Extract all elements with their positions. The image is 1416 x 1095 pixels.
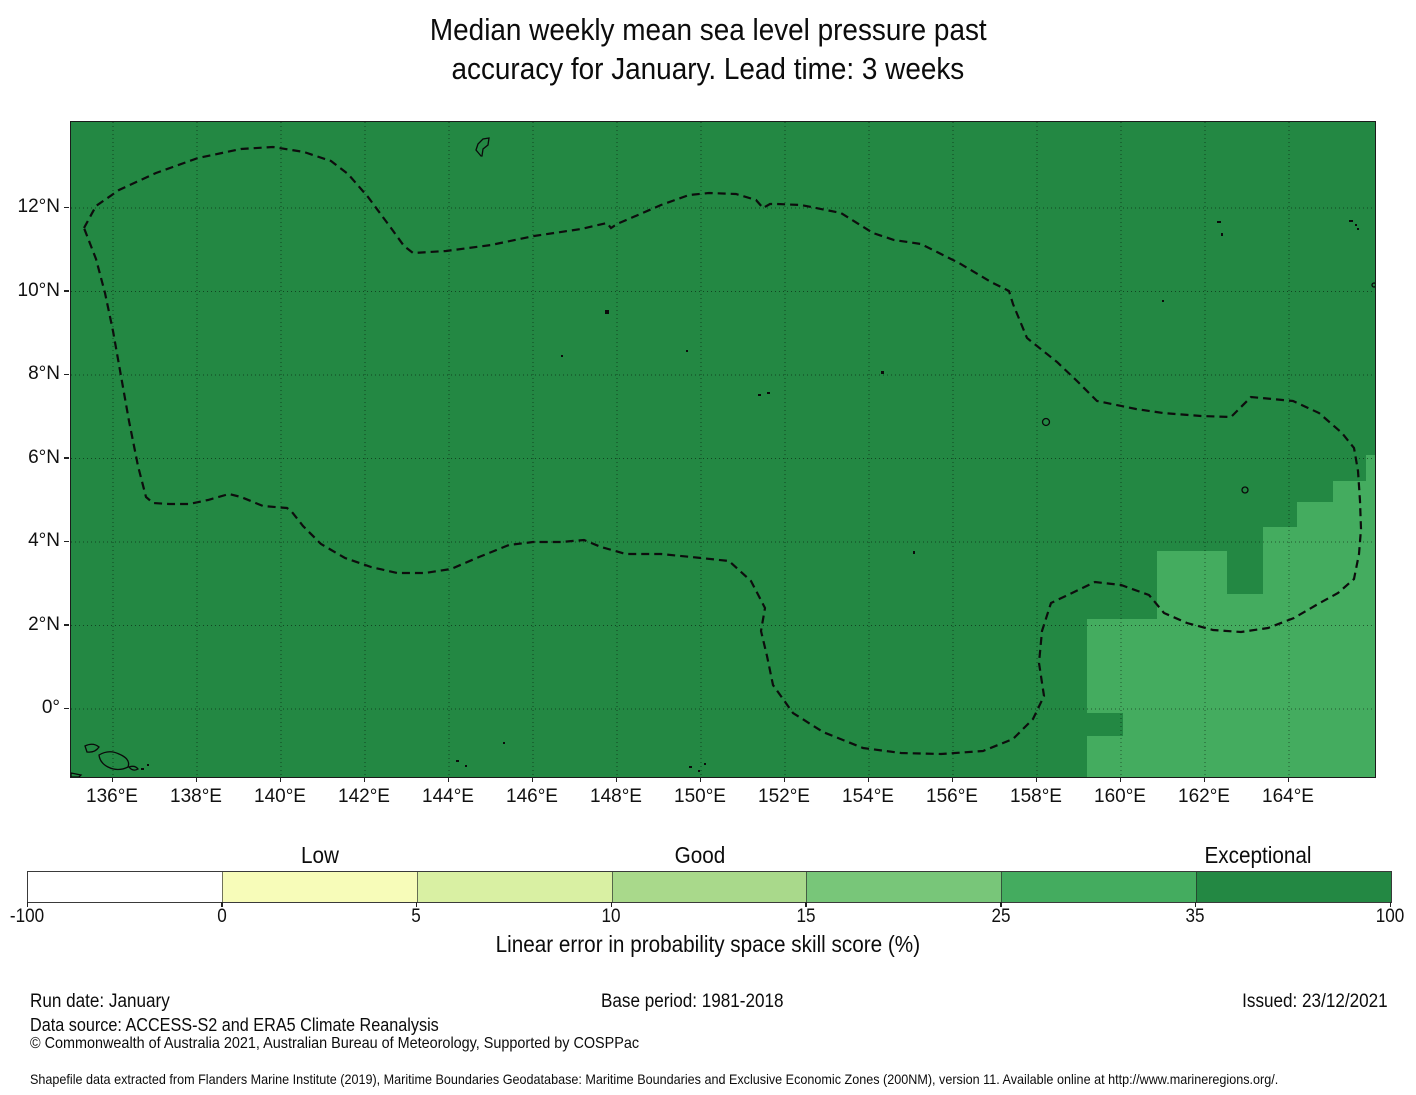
colorbar-tick-value: 35 [1185, 906, 1205, 927]
lat-tick-mark [64, 206, 69, 208]
lat-tick-mark [64, 290, 69, 292]
solomon-islands [98, 751, 130, 771]
lon-tick-mark [279, 777, 281, 782]
page-title-line1: Median weekly mean sea level pressure pa… [0, 12, 1416, 48]
lon-tick-label: 138°E [170, 786, 222, 807]
colorbar-tick-mark [1000, 902, 1002, 907]
lon-tick-mark [1119, 777, 1121, 782]
lat-tick-mark [64, 373, 69, 375]
map-canvas [71, 122, 1375, 777]
colorbar-tick-mark [1194, 902, 1197, 907]
lon-tick-mark [615, 777, 617, 782]
colorbar-tick-value: 15 [796, 906, 816, 927]
colorbar-segment-1 [221, 872, 417, 902]
atoll-ring [1241, 486, 1249, 494]
lon-tick-label: 150°E [674, 786, 726, 807]
lon-tick-label: 160°E [1094, 786, 1146, 807]
lon-tick-label: 148°E [590, 786, 642, 807]
lat-tick-mark [64, 457, 69, 459]
title-text-1: Median weekly mean sea level pressure pa… [429, 12, 987, 47]
data-source-label: Data source: ACCESS-S2 and ERA5 Climate … [30, 1015, 439, 1035]
lon-tick-label: 146°E [506, 786, 558, 807]
lon-tick-mark [447, 777, 449, 782]
graticule-gridlines [71, 122, 1375, 777]
lat-tick-label: 10°N [17, 279, 60, 301]
lon-tick-mark [1287, 777, 1289, 782]
colorbar-tick-value: 0 [216, 906, 227, 927]
lon-tick-label: 164°E [1262, 786, 1314, 807]
lon-tick-mark [867, 777, 869, 782]
colorbar-tick-mark [610, 902, 613, 907]
base-period-label: Base period: 1981-2018 [601, 991, 784, 1012]
colorbar-tick-value: 100 [1375, 906, 1405, 927]
lat-tick-label: 0° [41, 697, 60, 718]
lat-tick-label: 8°N [28, 363, 60, 384]
shapefile-attribution-label: Shapefile data extracted from Flanders M… [30, 1071, 1279, 1087]
lat-tick-label: 4°N [28, 530, 60, 551]
lon-tick-mark [111, 777, 113, 782]
colorbar-segment-2 [416, 872, 612, 902]
lon-tick-label: 154°E [842, 786, 894, 807]
colorbar-segment-4 [806, 872, 1002, 902]
colorbar-tick-mark [805, 902, 807, 907]
lon-tick-label: 142°E [338, 786, 390, 807]
lon-tick-label: 136°E [86, 786, 138, 807]
island-coastlines [71, 137, 1375, 777]
lat-tick-mark [64, 707, 69, 709]
solomon-islands [84, 743, 100, 753]
colorbar-tick-value: -100 [9, 906, 45, 927]
lat-tick-label: 12°N [17, 196, 60, 217]
colorbar-category-good: Good [674, 842, 726, 868]
colorbar-tick-value: 10 [601, 906, 621, 927]
lon-tick-mark [1035, 777, 1037, 782]
lon-tick-mark [195, 777, 197, 782]
guam-island [475, 137, 490, 157]
lon-tick-label: 140°E [254, 786, 306, 807]
colorbar[interactable] [27, 871, 1392, 903]
colorbar-axis-label: Linear error in probability space skill … [495, 931, 921, 957]
lon-tick-mark [783, 777, 785, 782]
run-date-label: Run date: January [30, 991, 170, 1012]
colorbar-category-exceptional: Exceptional [1204, 842, 1312, 868]
lat-tick-mark [64, 624, 69, 626]
coast-fragment [71, 772, 83, 777]
lon-tick-label: 144°E [422, 786, 474, 807]
colorbar-category-low: Low [301, 842, 339, 868]
lat-tick-label: 6°N [28, 446, 60, 468]
copyright-label: © Commonwealth of Australia 2021, Austra… [30, 1035, 640, 1052]
colorbar-segment-3 [611, 872, 807, 902]
lon-tick-mark [1203, 777, 1205, 782]
lon-tick-label: 158°E [1010, 786, 1062, 807]
lon-tick-mark [699, 777, 701, 782]
lat-tick-mark [64, 540, 69, 542]
lon-tick-mark [531, 777, 533, 782]
page-title-line2: accuracy for January. Lead time: 3 weeks [0, 51, 1416, 87]
map-plot-area[interactable] [70, 121, 1376, 778]
lat-tick-label: 2°N [28, 613, 60, 635]
colorbar-tick-mark [26, 902, 28, 907]
lon-tick-mark [951, 777, 953, 782]
colorbar-segment-6 [1196, 872, 1392, 902]
colorbar-tick-value: 5 [411, 906, 422, 927]
colorbar-segment-5 [1001, 872, 1197, 902]
title-text-2: accuracy for January. Lead time: 3 weeks [451, 51, 965, 86]
issued-date-label: Issued: 23/12/2021 [1242, 991, 1388, 1012]
atoll-ring [1041, 417, 1051, 427]
lon-tick-label: 162°E [1178, 786, 1230, 807]
lon-tick-label: 152°E [758, 786, 810, 807]
lon-tick-label: 156°E [926, 786, 978, 807]
islet-dots [141, 220, 1359, 772]
eez-boundary [82, 145, 1363, 756]
skill-patch-region [1087, 455, 1375, 777]
colorbar-tick-mark [1389, 902, 1391, 907]
colorbar-tick-mark [221, 902, 223, 907]
colorbar-segment-0 [28, 872, 222, 902]
solomon-islands [127, 765, 139, 771]
lon-tick-mark [363, 777, 365, 782]
colorbar-tick-mark [415, 902, 418, 907]
colorbar-tick-value: 25 [991, 906, 1011, 927]
atoll-ring [1371, 282, 1375, 288]
